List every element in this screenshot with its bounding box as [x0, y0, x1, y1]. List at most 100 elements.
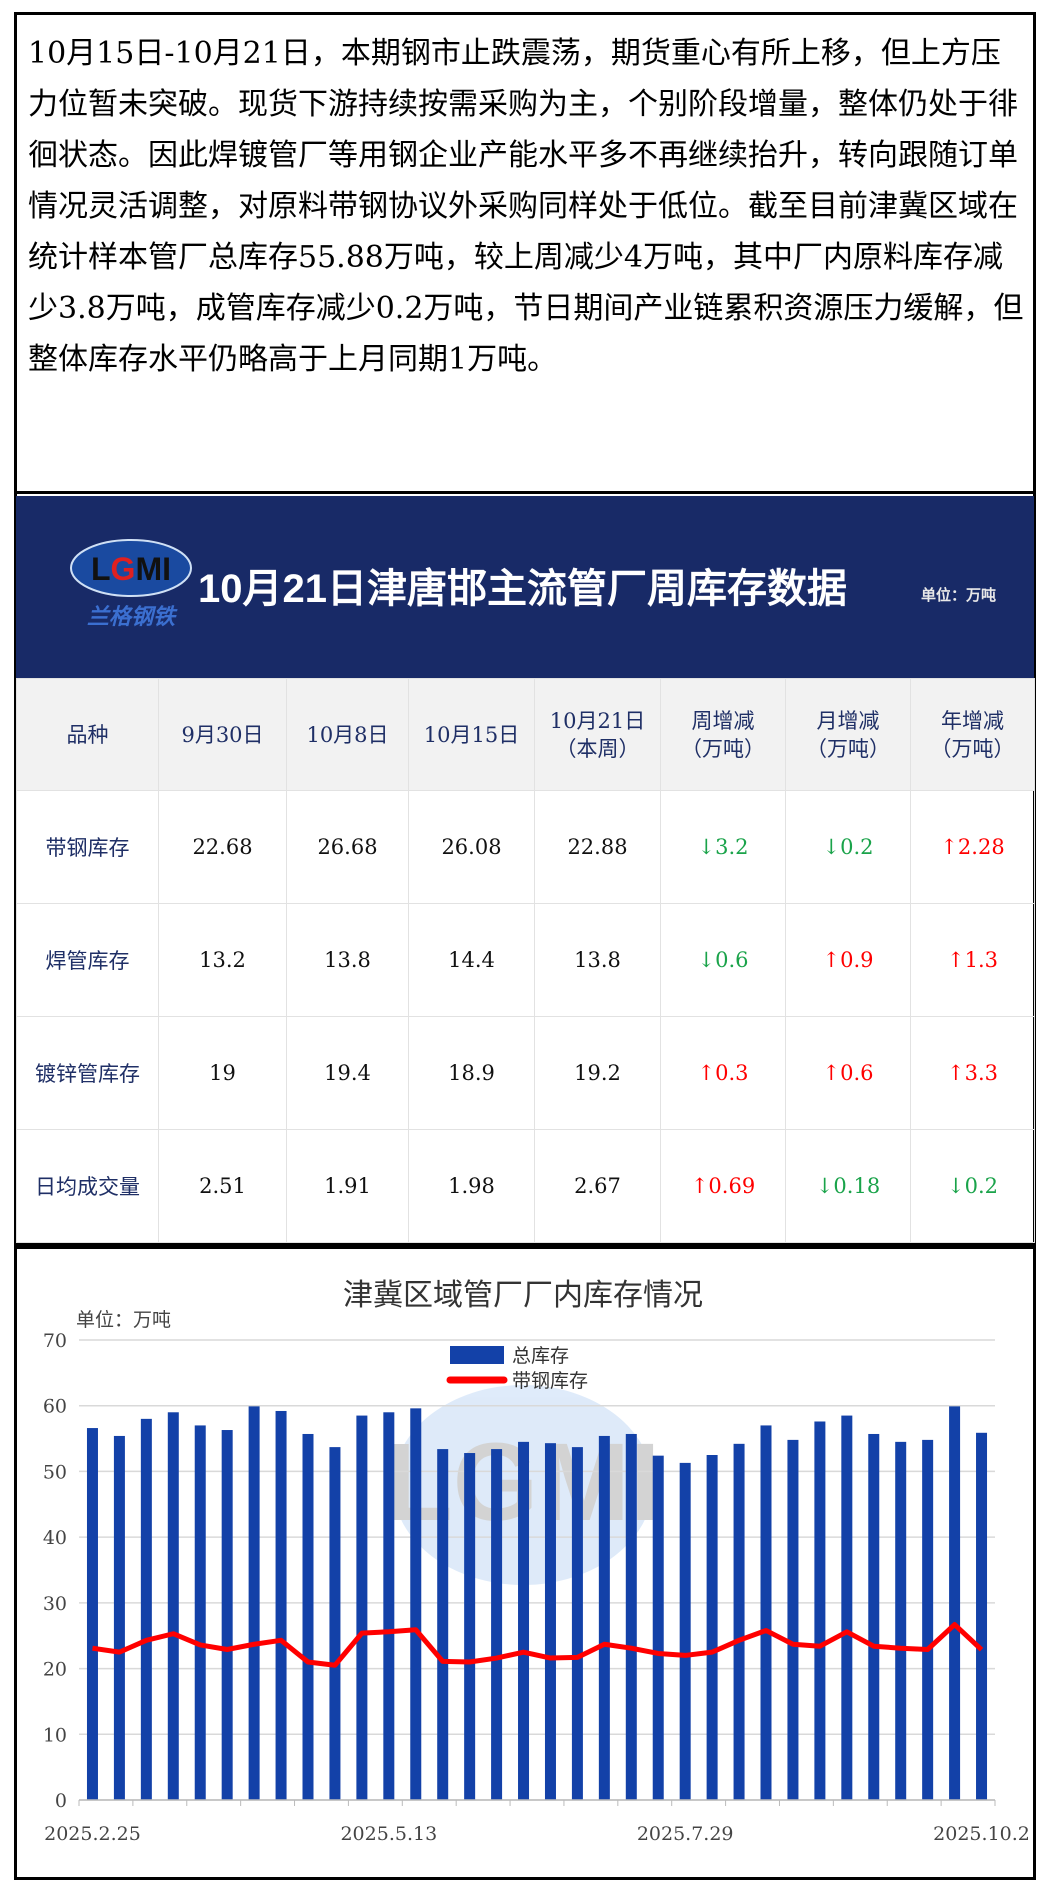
change-cell: ↑0.3: [660, 1016, 786, 1130]
bar: [248, 1406, 260, 1800]
bar: [598, 1435, 610, 1800]
lgmi-logo: LGMI 兰格钢铁: [70, 539, 192, 630]
column-header: 9月30日: [158, 678, 287, 791]
arrow-down-icon: ↓: [815, 1174, 834, 1198]
change-value: 0.6: [715, 948, 749, 972]
table-banner: LGMI 兰格钢铁 10月21日津唐邯主流管厂周库存数据 单位：万吨: [16, 496, 1034, 678]
bar: [571, 1447, 583, 1800]
arrow-down-icon: ↓: [697, 835, 716, 859]
change-cell: ↑0.6: [785, 1016, 911, 1130]
x-tick-label: 2025.5.13: [340, 1823, 437, 1845]
bar: [787, 1439, 799, 1800]
bar: [544, 1443, 556, 1800]
value-cell: 1.98: [408, 1129, 535, 1243]
strip-line: [92, 1622, 984, 1668]
table-row: 日均成交量 2.51 1.91 1.98 2.67 ↑0.69 ↓0.18 ↓0.2: [16, 1129, 1035, 1243]
header-text: 年增减: [941, 708, 1004, 733]
bar: [868, 1433, 880, 1800]
change-cell: ↑3.3: [910, 1016, 1035, 1130]
header-text: （本周）: [555, 736, 640, 761]
header-text: 10月21日: [549, 708, 646, 733]
change-cell: ↑0.69: [660, 1129, 786, 1243]
svg-text:兰格钢铁: 兰格钢铁: [87, 604, 178, 630]
column-header: 10月15日: [408, 678, 535, 791]
value-cell: 19.2: [534, 1016, 661, 1130]
change-cell: ↑1.3: [910, 903, 1035, 1017]
divider: [16, 1243, 1034, 1249]
inventory-table: 品种 9月30日 10月8日 10月15日 10月21日 （本周） 周增减 （万吨） 月增减 （万…: [16, 678, 1035, 1243]
bar: [976, 1432, 988, 1800]
legend-total: 总库存: [512, 1345, 569, 1367]
change-value: 1.3: [964, 948, 998, 972]
bar: [329, 1447, 341, 1800]
arrow-up-icon: ↑: [822, 1061, 841, 1085]
header-text: 月增减: [816, 708, 880, 733]
change-value: 0.69: [708, 1174, 756, 1198]
column-header: 10月8日: [286, 678, 409, 791]
row-name: 焊管库存: [16, 903, 159, 1017]
change-cell: ↓0.2: [785, 790, 911, 904]
value-cell: 13.2: [158, 903, 287, 1017]
bar: [113, 1435, 125, 1800]
bar: [679, 1462, 691, 1800]
header-text: 9月30日: [181, 722, 264, 747]
bar: [194, 1425, 206, 1800]
arrow-down-icon: ↓: [697, 948, 716, 972]
y-tick-label: 70: [43, 1330, 67, 1352]
x-tick-label: 2025.7.29: [637, 1823, 734, 1845]
arrow-up-icon: ↑: [697, 1061, 716, 1085]
change-cell: ↓0.18: [785, 1129, 911, 1243]
change-value: 0.18: [833, 1174, 881, 1198]
svg-text:LGMI: LGMI: [91, 551, 171, 587]
change-value: 2.28: [957, 835, 1005, 859]
value-cell: 22.68: [158, 790, 287, 904]
header-text: 10月8日: [306, 722, 389, 747]
y-tick-label: 30: [43, 1593, 67, 1615]
table-header-row: 品种 9月30日 10月8日 10月15日 10月21日 （本周） 周增减 （万吨） 月增减 （万…: [16, 678, 1035, 791]
bar: [652, 1455, 664, 1800]
column-header: 周增减 （万吨）: [660, 678, 786, 791]
bar: [383, 1412, 395, 1800]
bar: [949, 1406, 961, 1800]
value-cell: 26.08: [408, 790, 535, 904]
change-value: 0.6: [840, 1061, 874, 1085]
arrow-up-icon: ↑: [940, 835, 958, 859]
bar: [814, 1421, 826, 1800]
y-tick-label: 40: [43, 1527, 67, 1549]
y-tick-label: 10: [43, 1724, 67, 1746]
header-text: （万吨）: [930, 736, 1015, 761]
chart-unit: 单位：万吨: [76, 1309, 171, 1331]
bar: [437, 1449, 449, 1800]
bar: [221, 1430, 233, 1800]
arrow-down-icon: ↓: [946, 1174, 965, 1198]
x-tick-label: 2025.2.25: [44, 1823, 141, 1845]
bar: [895, 1441, 907, 1800]
frame: [14, 12, 1036, 1880]
bar: [491, 1449, 503, 1800]
table-row: 焊管库存 13.2 13.8 14.4 13.8 ↓0.6 ↑0.9 ↑1.3: [16, 903, 1035, 1017]
change-cell: ↓0.6: [660, 903, 786, 1017]
value-cell: 13.8: [286, 903, 409, 1017]
column-header: 10月21日 （本周）: [534, 678, 661, 791]
arrow-up-icon: ↑: [946, 1061, 965, 1085]
chart-title: 津冀区域管厂厂内库存情况: [343, 1278, 703, 1313]
change-cell: ↑0.9: [785, 903, 911, 1017]
bar: [464, 1453, 476, 1800]
value-cell: 13.8: [534, 903, 661, 1017]
bar: [706, 1455, 718, 1800]
y-tick-label: 0: [55, 1790, 67, 1812]
bar: [167, 1412, 179, 1800]
bar: [410, 1408, 422, 1800]
value-cell: 2.67: [534, 1129, 661, 1243]
value-cell: 22.88: [534, 790, 661, 904]
bar: [275, 1410, 287, 1800]
row-name: 带钢库存: [16, 790, 159, 904]
arrow-up-icon: ↑: [690, 1174, 709, 1198]
column-header: 年增减 （万吨）: [910, 678, 1035, 791]
header-text: 周增减: [691, 708, 755, 733]
table-row: 带钢库存 22.68 26.68 26.08 22.88 ↓3.2 ↓0.2 ↑2.28: [16, 790, 1035, 904]
bar: [302, 1433, 314, 1800]
x-tick-label: 2025.10.2: [933, 1823, 1030, 1845]
value-cell: 19: [158, 1016, 287, 1130]
value-cell: 1.91: [286, 1129, 409, 1243]
